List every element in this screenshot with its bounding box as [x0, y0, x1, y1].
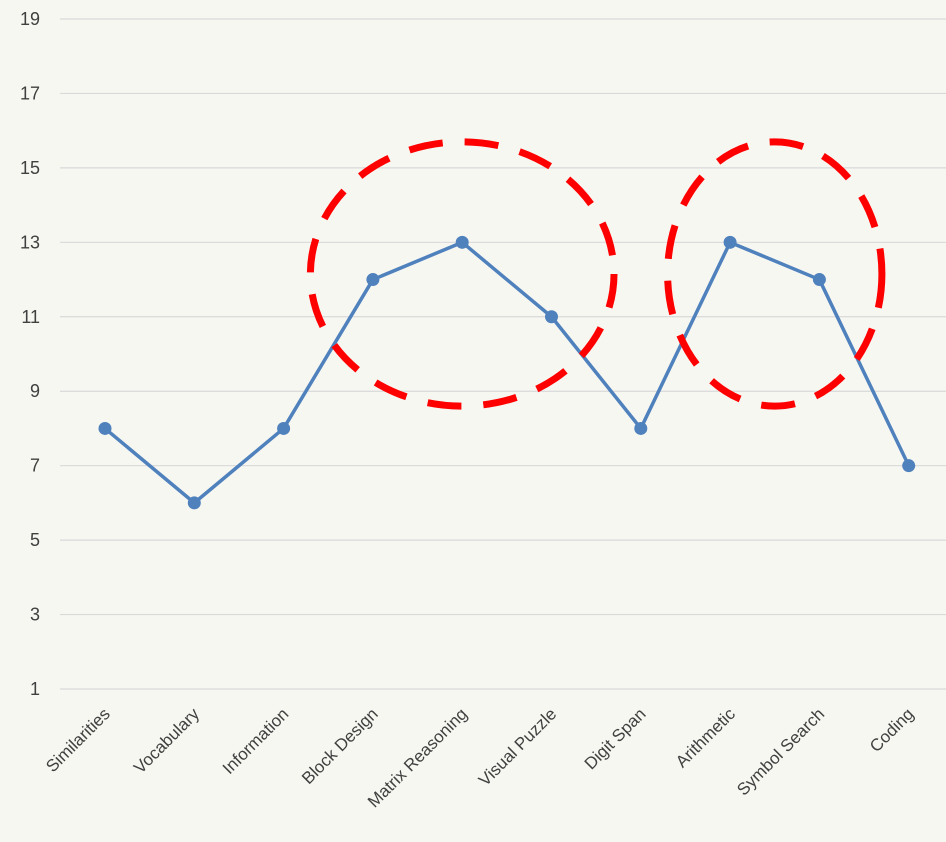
- data-point: [902, 459, 916, 473]
- x-tick-label: Information: [219, 704, 293, 778]
- data-point: [366, 273, 380, 287]
- y-tick-label: 5: [30, 530, 40, 550]
- x-tick-label: Symbol Search: [733, 704, 828, 799]
- data-point: [98, 421, 112, 435]
- x-tick-label: Matrix Reasoning: [364, 704, 471, 811]
- data-point: [277, 421, 291, 435]
- series-layer: [98, 235, 916, 510]
- highlight-ellipse: [306, 138, 618, 410]
- x-tick-label: Digit Span: [581, 704, 650, 773]
- x-tick-label: Block Design: [298, 704, 382, 788]
- y-tick-label: 3: [30, 605, 40, 625]
- series-line: [103, 240, 911, 505]
- y-tick-label: 19: [20, 9, 40, 29]
- highlight-ellipse: [664, 138, 886, 410]
- y-tick-label: 15: [20, 158, 40, 178]
- data-point: [634, 421, 648, 435]
- y-tick-label: 17: [20, 83, 40, 103]
- data-point: [723, 235, 737, 249]
- y-tick-label: 7: [30, 456, 40, 476]
- data-point: [545, 310, 558, 324]
- data-point: [812, 273, 826, 287]
- x-tick-label: Vocabulary: [130, 704, 203, 777]
- gridlines: [60, 18, 946, 690]
- annotations: [306, 138, 886, 410]
- y-tick-label: 1: [30, 679, 40, 699]
- y-tick-label: 9: [30, 381, 40, 401]
- x-tick-label: Coding: [866, 704, 918, 756]
- x-tick-label: Visual Puzzle: [475, 704, 560, 789]
- x-tick-label: Arithmetic: [672, 704, 739, 771]
- y-tick-label: 11: [21, 307, 40, 327]
- data-point: [455, 235, 469, 249]
- y-tick-label: 13: [20, 232, 40, 252]
- data-point: [187, 496, 201, 510]
- x-tick-label: Similarities: [42, 704, 114, 776]
- x-axis-ticks: Similarities Vocabulary Information Block D…: [42, 704, 917, 811]
